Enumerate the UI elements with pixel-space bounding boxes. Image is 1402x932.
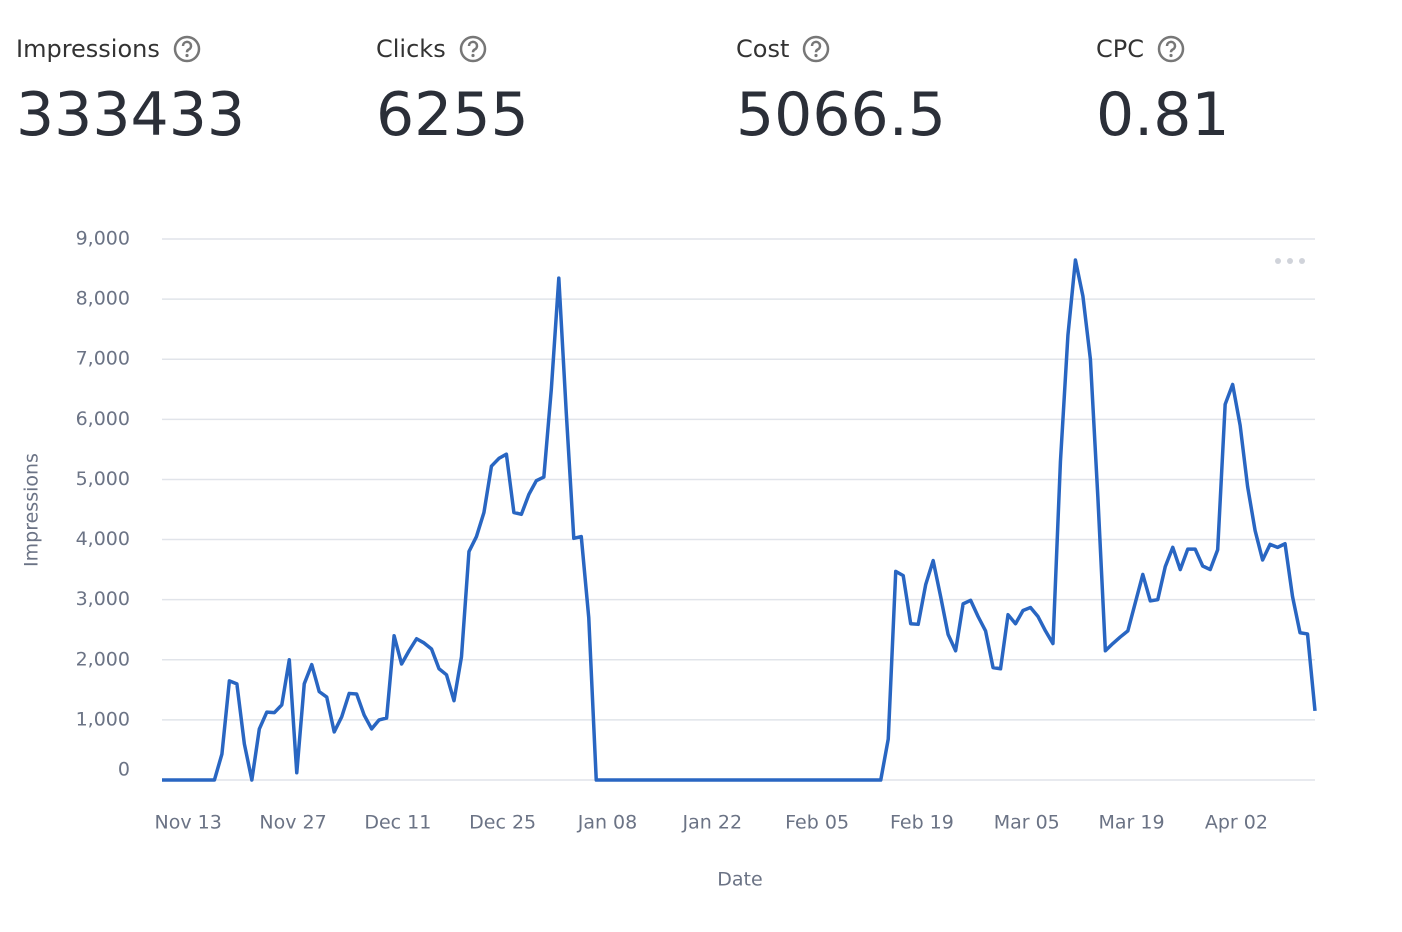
kpi-value: 6255 bbox=[376, 80, 529, 150]
help-circle bbox=[1157, 35, 1185, 63]
kpi: Clicks 6255 bbox=[376, 28, 529, 150]
kpi-label: Cost bbox=[736, 35, 790, 63]
x-tick-label: Mar 19 bbox=[1099, 812, 1165, 834]
help-dot bbox=[1169, 53, 1173, 58]
menu-dot bbox=[1275, 258, 1281, 264]
kpi: Cost 5066.5 bbox=[736, 28, 946, 150]
kpi: Impressions 333433 bbox=[16, 28, 245, 150]
help-icon[interactable] bbox=[172, 34, 202, 64]
kpi-label: Impressions bbox=[16, 35, 160, 63]
x-tick-label: Feb 19 bbox=[890, 812, 954, 834]
kpi-row: Impressions 333433 Clicks 6255 Cost 5066.5 CPC… bbox=[16, 28, 1396, 168]
help-mark bbox=[811, 40, 822, 53]
help-icon[interactable] bbox=[1156, 34, 1186, 64]
y-tick-label: 5,000 bbox=[76, 468, 130, 490]
y-tick-label: 4,000 bbox=[76, 528, 130, 550]
y-tick-label: 9,000 bbox=[76, 228, 130, 250]
kpi-label: CPC bbox=[1096, 35, 1144, 63]
chart: Date Impressions 0 1,000 2,000 3,000 4,000 5,… bbox=[21, 228, 1317, 891]
help-circle bbox=[803, 35, 830, 63]
help-mark bbox=[467, 40, 478, 53]
kpi-label-row: CPC bbox=[1096, 28, 1230, 70]
kpi-label-row: Impressions bbox=[16, 28, 245, 70]
y-tick-label: 1,000 bbox=[76, 708, 130, 730]
x-tick-label: Nov 27 bbox=[259, 812, 326, 834]
x-tick-label: Jan 08 bbox=[577, 812, 638, 834]
help-dot bbox=[814, 53, 818, 58]
y-tick-label: 2,000 bbox=[76, 648, 130, 670]
x-axis-title: Date bbox=[717, 869, 762, 891]
x-tick-label: Mar 05 bbox=[994, 812, 1060, 834]
y-tick-label: 7,000 bbox=[76, 348, 130, 370]
line bbox=[162, 258, 1317, 782]
help-circle bbox=[459, 35, 486, 63]
x-tick-label: Dec 25 bbox=[469, 812, 536, 834]
menu-icon[interactable] bbox=[1275, 258, 1305, 264]
help-mark bbox=[1165, 40, 1177, 53]
y-tick-label: 8,000 bbox=[76, 288, 130, 310]
kpi-label-row: Cost bbox=[736, 28, 946, 70]
kpi-value: 333433 bbox=[16, 80, 246, 150]
kpi: CPC 0.81 bbox=[1096, 28, 1230, 150]
y-tick-label: 0 bbox=[118, 759, 130, 781]
x-tick-label: Dec 11 bbox=[364, 812, 431, 834]
help-dot bbox=[185, 53, 189, 58]
help-mark bbox=[181, 40, 193, 53]
help-icon[interactable] bbox=[458, 34, 488, 64]
help-dot bbox=[471, 53, 475, 58]
x-tick-label: Feb 05 bbox=[785, 812, 849, 834]
x-tick-label: Jan 22 bbox=[682, 812, 743, 834]
kpi-label-row: Clicks bbox=[376, 28, 529, 70]
help-icon[interactable] bbox=[801, 34, 831, 64]
y-tick-label: 6,000 bbox=[76, 408, 130, 430]
kpi-label: Clicks bbox=[376, 35, 446, 63]
help-circle bbox=[173, 35, 201, 63]
y-axis-title: Impressions bbox=[21, 453, 43, 567]
x-tick-label: Apr 02 bbox=[1205, 812, 1268, 834]
kpi-value: 5066.5 bbox=[736, 80, 946, 150]
kpi-value: 0.81 bbox=[1096, 80, 1230, 150]
y-tick-label: 3,000 bbox=[76, 588, 130, 610]
menu-dot bbox=[1299, 258, 1305, 264]
x-tick-label: Nov 13 bbox=[155, 812, 222, 834]
menu-dot bbox=[1287, 258, 1293, 264]
